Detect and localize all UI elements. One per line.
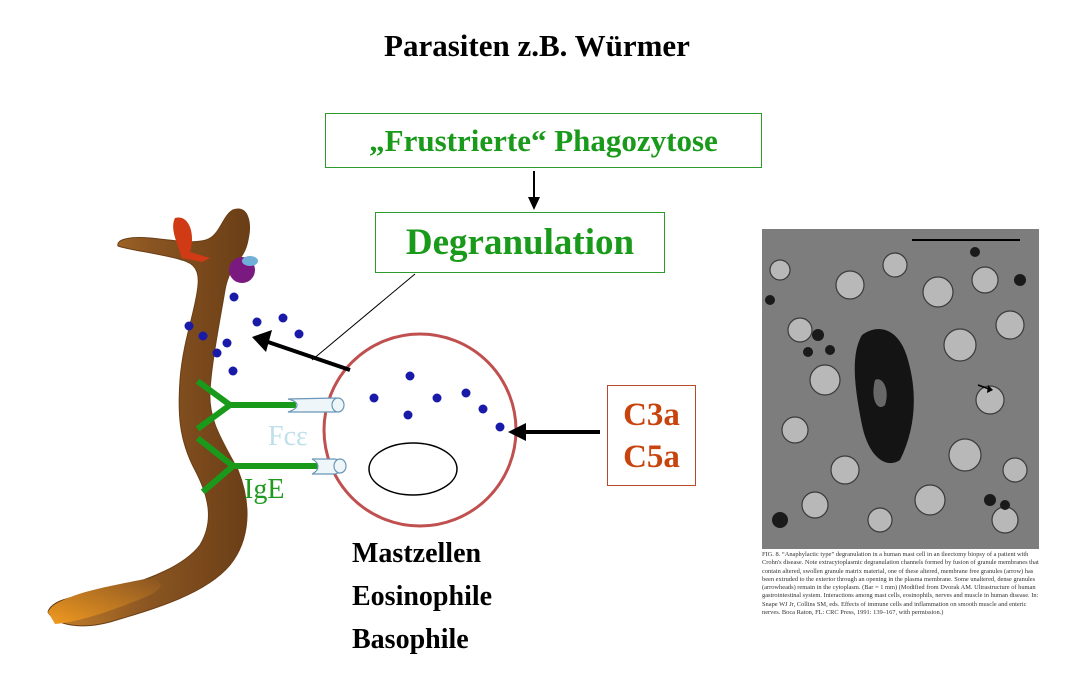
frustrated-phagocytosis-box: „Frustrierte“ Phagozytose [325, 113, 762, 168]
complement-arrow [508, 423, 600, 441]
c5a-label: C5a [623, 439, 680, 475]
fce-receptors [287, 397, 347, 475]
page-title: Parasiten z.B. Würmer [384, 28, 690, 63]
c3a-label: C3a [623, 397, 680, 433]
mast-cell [322, 332, 518, 528]
cell-granules [369, 371, 505, 432]
ige-label: IgE [244, 474, 285, 505]
ige-antibodies [195, 378, 318, 495]
micrograph-caption: FIG. 8. “Anaphylactic type” degranulatio… [762, 551, 1039, 617]
released-granules [184, 292, 304, 376]
release-arrow [252, 330, 351, 372]
cell-type-item: Basophile [352, 624, 469, 655]
cell-nucleus [368, 442, 458, 496]
complement-box: C3a C5a [607, 385, 696, 486]
electron-micrograph [762, 229, 1039, 549]
connector-line [311, 273, 416, 361]
fce-label: Fcε [268, 421, 308, 452]
down-arrow [528, 171, 540, 210]
worm-parasite [47, 208, 258, 627]
degranulation-box: Degranulation [375, 212, 665, 273]
cell-type-item: Eosinophile [352, 581, 493, 612]
cell-type-item: Mastzellen [352, 538, 482, 569]
cell-types-list: Mastzellen Eosinophile Basophile [352, 532, 492, 661]
